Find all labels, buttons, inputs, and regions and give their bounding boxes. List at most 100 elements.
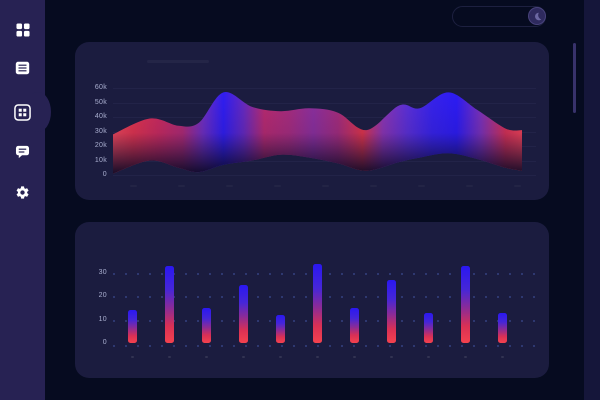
grid-dot [305, 319, 307, 322]
avatar[interactable] [528, 7, 546, 25]
grid-dot [281, 273, 283, 275]
sidebar-item-settings[interactable] [9, 179, 36, 205]
table-grid-icon [14, 103, 31, 121]
grid-dot [413, 296, 415, 299]
grid-dot [437, 273, 439, 275]
sidebar-item-dashboard[interactable] [9, 17, 36, 43]
grid-dot [137, 296, 139, 299]
x-axis-tick [426, 356, 430, 358]
area-series [113, 92, 522, 174]
grid-dot [305, 273, 307, 275]
grid-dot [485, 345, 487, 347]
grid-dot [473, 345, 475, 347]
grid-dot [209, 345, 211, 347]
y-axis-tick-label: 60k [94, 84, 107, 91]
grid-dot [269, 296, 271, 299]
bar [127, 310, 137, 343]
grid-dot [173, 319, 175, 322]
grid-dot [233, 319, 235, 322]
grid-dot [533, 296, 535, 299]
grid-dot [149, 319, 151, 322]
grid-dot [377, 319, 379, 322]
document-icon [15, 61, 30, 75]
grid-dot [329, 273, 331, 275]
grid-dot [257, 296, 259, 299]
sidebar-item-charts[interactable] [9, 99, 36, 125]
x-axis-tick [315, 356, 319, 358]
grid-dot [245, 273, 247, 275]
y-axis-tick-label: 0 [102, 171, 107, 178]
moon-icon [532, 11, 543, 22]
x-axis-tick [167, 356, 171, 358]
grid-dot [401, 273, 403, 275]
grid-dot [233, 345, 235, 347]
grid-dot [437, 345, 439, 347]
grid-dot [125, 319, 127, 322]
grid-dot [305, 296, 307, 299]
x-axis-tick [463, 356, 467, 358]
grid-dot [425, 296, 427, 299]
sidebar-item-documents[interactable] [9, 55, 36, 81]
y-axis-tick-label: 50k [94, 98, 107, 106]
bar [349, 308, 359, 343]
panel-title-placeholder [147, 60, 209, 63]
bar [423, 312, 433, 343]
grid-dot [209, 273, 211, 275]
scrollbar-thumb[interactable] [573, 43, 576, 113]
gridline [113, 102, 536, 104]
grid-dot [341, 296, 343, 299]
grid-dot [221, 319, 223, 322]
grid-dot [257, 345, 259, 347]
x-axis-tick [278, 356, 282, 358]
grid-dot [509, 296, 511, 299]
grid-dot [233, 273, 235, 275]
y-axis-tick-label: 20 [98, 292, 107, 300]
grid-dot [173, 296, 175, 299]
gridline [113, 88, 536, 89]
y-axis-tick-label: 10k [94, 156, 107, 164]
bar-chart-panel: 30 20 10 0 [75, 222, 549, 378]
bar [497, 312, 507, 343]
grid-dot [473, 319, 475, 322]
gear-icon [15, 185, 30, 200]
grid-dot [185, 345, 187, 347]
grid-dot [137, 273, 139, 275]
y-axis-tick-label: 40k [94, 113, 107, 120]
grid-dot [293, 273, 295, 275]
grid-dot [377, 273, 379, 275]
grid-dot [509, 319, 511, 322]
grid-dot [293, 319, 295, 322]
grid-dot [389, 345, 391, 347]
gridline [113, 160, 536, 162]
grid-dot [245, 345, 247, 347]
sidebar-item-messages[interactable] [9, 139, 36, 165]
grid-dot [269, 345, 271, 347]
grid-dot [533, 319, 535, 322]
grid-dot [341, 273, 343, 275]
grid-dot [521, 345, 523, 347]
grid-dot [485, 319, 487, 322]
grid-dot [497, 296, 499, 299]
grid-dot [185, 319, 187, 322]
grid-dot [461, 345, 463, 347]
grid-dot [521, 296, 523, 299]
grid-dot [401, 345, 403, 347]
bar [238, 284, 248, 343]
grid-dot [269, 273, 271, 275]
grid-dot [449, 345, 451, 347]
y-axis-tick-label: 30 [98, 269, 107, 276]
chat-icon [15, 145, 30, 159]
grid-dot [293, 296, 295, 299]
grid-dot [257, 273, 259, 275]
x-axis-tick [130, 356, 134, 358]
grid-dot [341, 319, 343, 322]
grid-dot [149, 273, 151, 275]
sidebar [0, 0, 51, 400]
grid-dot [485, 273, 487, 275]
grid-dot [161, 319, 163, 322]
bar [275, 315, 285, 343]
grid-dot [353, 273, 355, 275]
grid-dot [509, 273, 511, 275]
grid-dot [137, 319, 139, 322]
